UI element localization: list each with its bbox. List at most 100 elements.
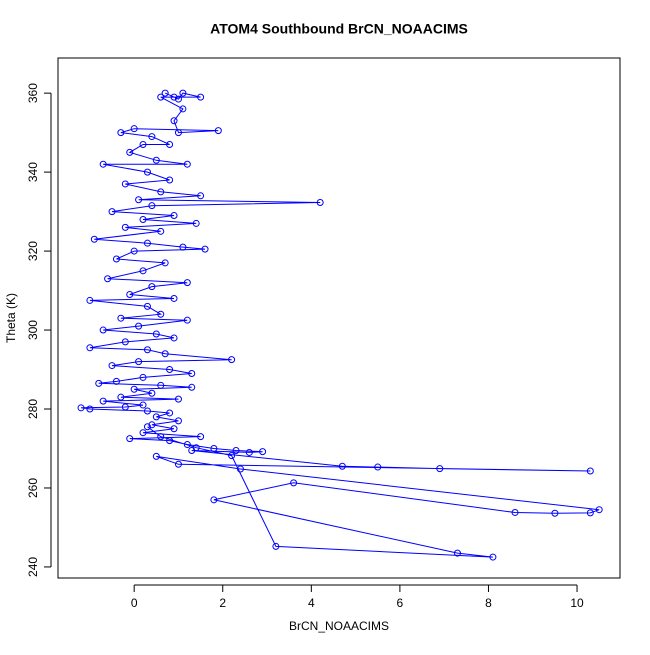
x-tick-label: 0: [131, 596, 138, 610]
data-point: [117, 314, 125, 322]
data-point: [183, 316, 191, 324]
data-point: [453, 549, 461, 557]
data-point: [214, 127, 222, 135]
data-point: [174, 95, 182, 103]
data-point: [290, 479, 298, 487]
data-point: [86, 344, 94, 352]
x-axis-label: BrCN_NOAACIMS: [289, 619, 389, 633]
x-tick-label: 10: [570, 596, 584, 610]
x-tick-label: 2: [219, 596, 226, 610]
y-tick-label: 300: [26, 320, 40, 340]
data-point: [161, 89, 169, 97]
x-tick-label: 4: [308, 596, 315, 610]
data-point: [99, 397, 107, 405]
y-tick-label: 340: [26, 162, 40, 182]
data-point: [152, 452, 160, 460]
data-point: [210, 496, 218, 504]
data-point: [179, 105, 187, 113]
data-point: [595, 506, 603, 514]
data-point: [228, 452, 236, 460]
data-point: [551, 509, 559, 517]
data-point: [179, 89, 187, 97]
data-point: [166, 140, 174, 148]
data-point: [157, 188, 165, 196]
x-tick-label: 8: [485, 596, 492, 610]
data-point: [99, 326, 107, 334]
data-point: [166, 437, 174, 445]
data-point: [117, 129, 125, 137]
data-point: [152, 413, 160, 421]
data-point: [170, 212, 178, 220]
data-point: [183, 160, 191, 168]
data-point: [272, 542, 280, 550]
data-point: [166, 176, 174, 184]
data-point: [135, 322, 143, 330]
data-point: [183, 441, 191, 449]
data-point: [77, 404, 85, 412]
data-point: [121, 403, 129, 411]
plot-frame: [57, 57, 621, 579]
data-line: [80, 92, 600, 558]
data-point: [135, 358, 143, 366]
data-point: [174, 417, 182, 425]
data-point: [188, 383, 196, 391]
data-point: [201, 245, 209, 253]
data-point: [112, 255, 120, 263]
data-point: [143, 302, 151, 310]
data-point: [179, 243, 187, 251]
data-point: [161, 350, 169, 358]
data-point: [197, 93, 205, 101]
data-point: [108, 362, 116, 370]
data-point: [139, 429, 147, 437]
data-point: [316, 199, 324, 207]
y-tick-label: 320: [26, 241, 40, 261]
data-point: [152, 330, 160, 338]
y-axis-label: Theta (K): [4, 293, 18, 343]
data-point: [174, 460, 182, 468]
data-point: [197, 192, 205, 200]
data-point: [143, 423, 151, 431]
data-point: [139, 267, 147, 275]
data-point: [143, 346, 151, 354]
data-point: [121, 338, 129, 346]
data-point: [170, 93, 178, 101]
x-tick-label: 6: [397, 596, 404, 610]
data-point: [210, 444, 218, 452]
y-tick-label: 280: [26, 399, 40, 419]
data-point: [338, 462, 346, 470]
data-point: [130, 385, 138, 393]
data-point: [157, 310, 165, 318]
data-point: [135, 196, 143, 204]
data-point: [148, 389, 156, 397]
data-point: [161, 259, 169, 267]
data-point: [126, 148, 134, 156]
data-point: [236, 465, 244, 473]
y-tick-label: 360: [26, 83, 40, 103]
data-point: [183, 279, 191, 287]
data-point: [86, 296, 94, 304]
data-point: [232, 446, 240, 454]
data-point: [143, 239, 151, 247]
data-point: [148, 202, 156, 210]
data-point: [192, 444, 200, 452]
data-point: [245, 448, 253, 456]
data-point: [157, 227, 165, 235]
data-point: [586, 467, 594, 475]
data-point: [130, 247, 138, 255]
data-point: [174, 395, 182, 403]
data-point: [86, 405, 94, 413]
data-point: [157, 93, 165, 101]
data-point: [130, 125, 138, 133]
data-point: [121, 223, 129, 231]
data-point: [148, 133, 156, 141]
data-point: [586, 509, 594, 517]
data-point: [157, 381, 165, 389]
data-point: [112, 377, 120, 385]
data-point: [170, 117, 178, 125]
data-point: [139, 373, 147, 381]
data-point: [143, 168, 151, 176]
data-point: [188, 369, 196, 377]
data-point: [436, 465, 444, 473]
